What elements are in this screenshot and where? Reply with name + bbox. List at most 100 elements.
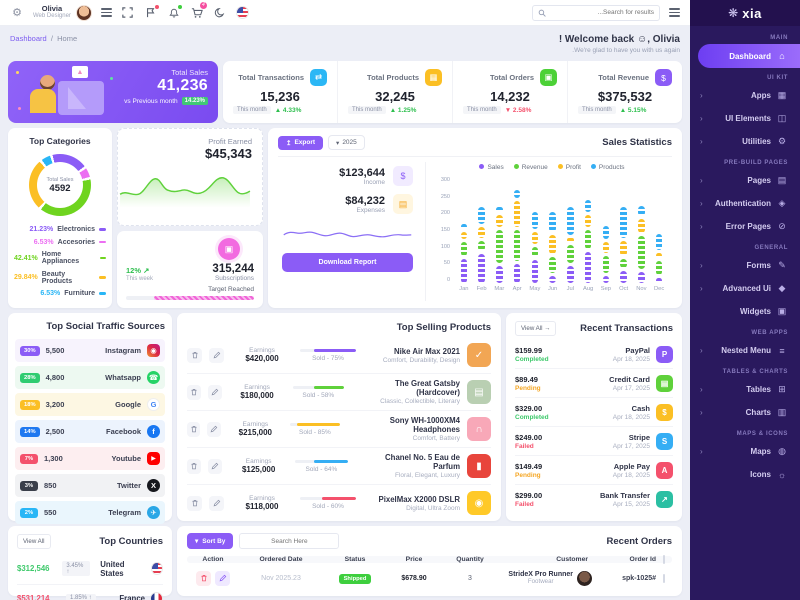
sidebar-section-header: UI KIT: [767, 75, 788, 81]
legend-dot-icon: [557, 164, 563, 169]
sidebar-item-tables[interactable]: › Tables ⊞: [690, 378, 800, 401]
menu-icon[interactable]: [100, 8, 112, 17]
delete-icon[interactable]: [187, 458, 202, 474]
sidebar-item-forms[interactable]: › Forms ✎: [690, 254, 800, 277]
sidebar-item-authentication[interactable]: › Authentication ◈: [690, 192, 800, 215]
search-box: [532, 4, 660, 21]
sidebar-item-advanced-ui[interactable]: › Advanced Ui ◆: [690, 277, 800, 300]
delete-icon[interactable]: [187, 495, 202, 511]
bar-column: [620, 177, 627, 283]
bar-column: [602, 177, 610, 283]
revenue-icon: $: [655, 69, 672, 86]
select-all-checkbox[interactable]: [663, 555, 665, 564]
orders-search-input[interactable]: [239, 533, 340, 549]
transactions-view-all-button[interactable]: View All →: [515, 321, 557, 336]
bell-icon[interactable]: [167, 4, 182, 20]
order-date: Nov 2025.23: [261, 574, 301, 582]
edit-icon[interactable]: [215, 570, 230, 586]
social-value: 1,300: [44, 454, 63, 463]
social-row-facebook[interactable]: 14% 2,500 Facebook f: [15, 420, 165, 443]
stat-card: Total Transactions ⇄ 15,236 This month ▲ 4.3…: [223, 61, 337, 123]
sidebar-item-icons[interactable]: Icons ☼: [690, 463, 800, 486]
sidebar-item-label: Authentication: [715, 199, 771, 208]
country-rows: $312,546 3.45% ↑ United States $531,214 1.85…: [17, 555, 163, 600]
transaction-method: Credit Card: [609, 374, 650, 384]
product-name: The Great Gatsby (Hardcover): [394, 379, 460, 397]
social-row-google[interactable]: 18% 3,200 Google G: [15, 393, 165, 416]
sidebar-item-label: Icons: [750, 470, 771, 479]
customer-name: StrideX Pro Runner: [508, 571, 573, 578]
edit-icon[interactable]: [209, 495, 224, 511]
social-row-twitter[interactable]: 3% 850 Twitter X: [15, 474, 165, 497]
sidebar-item-apps[interactable]: › Apps ▦: [690, 84, 800, 107]
edit-icon[interactable]: [207, 384, 222, 400]
countries-view-all-button[interactable]: View All: [17, 534, 51, 549]
year-select[interactable]: ▾ 2025: [328, 135, 365, 150]
fullscreen-icon[interactable]: [121, 6, 135, 20]
sort-by-button[interactable]: ▾ Sort By: [187, 533, 234, 549]
chevron-icon: ›: [700, 114, 703, 123]
flag-icon[interactable]: [144, 4, 159, 20]
sidebar-item-dashboard[interactable]: Dashboard ⌂: [698, 44, 800, 68]
avatar[interactable]: [75, 4, 92, 21]
social-row-youtube[interactable]: 7% 1,300 Youtube ▶: [15, 447, 165, 470]
sidebar-item-label: Apps: [751, 91, 771, 100]
sidebar-item-pages[interactable]: › Pages ▤: [690, 169, 800, 192]
bar-column: [513, 177, 521, 283]
social-row-telegram[interactable]: 2% 550 Telegram ✈: [15, 501, 165, 524]
sold-label: Sold - 58%: [302, 391, 335, 399]
country-row[interactable]: $531,214 1.85% ↑ France: [17, 584, 163, 600]
edit-icon[interactable]: [209, 347, 224, 363]
social-rows: 30% 5,500 Instagram ◉ 28% 4,800 Whatsapp ☎ 18% 3,…: [15, 339, 165, 524]
x-tick: Mar: [494, 286, 505, 292]
social-row-instagram[interactable]: 30% 5,500 Instagram ◉: [15, 339, 165, 362]
transaction-amount: $89.49: [515, 374, 538, 384]
edit-icon[interactable]: [208, 458, 223, 474]
y-tick: 200: [440, 210, 450, 217]
cart-icon[interactable]: 4: [190, 1, 207, 20]
sidebar-item-charts[interactable]: › Charts ▥: [690, 401, 800, 424]
download-report-button[interactable]: Download Report: [282, 253, 413, 272]
social-row-whatsapp[interactable]: 28% 4,800 Whatsapp ☎: [15, 366, 165, 389]
row-checkbox[interactable]: [663, 573, 665, 583]
dark-mode-icon[interactable]: [213, 6, 227, 20]
sidebar-item-ui-elements[interactable]: › UI Elements ◫: [690, 107, 800, 130]
bar-segment-profit: [655, 253, 663, 259]
sold-progress-bar: [294, 459, 348, 463]
delete-icon[interactable]: [187, 347, 202, 363]
bar-segment-products: [655, 233, 663, 251]
bar-segment-revenue: [602, 255, 610, 274]
social-label: Google: [115, 400, 141, 409]
delete-icon[interactable]: [187, 421, 201, 437]
stat-value: 14,232: [490, 89, 530, 104]
edit-icon[interactable]: [207, 421, 221, 437]
sidebar-brand[interactable]: ❋ xia: [690, 0, 800, 26]
stat-period: This month: [463, 106, 501, 114]
sidebar-item-widgets[interactable]: Widgets ▣: [690, 300, 800, 323]
google-icon: G: [147, 398, 160, 411]
country-name: France: [119, 593, 145, 600]
search-input[interactable]: [550, 9, 654, 16]
language-flag-icon[interactable]: [236, 6, 250, 20]
sidebar-item-nested-menu[interactable]: › Nested Menu ≡: [690, 339, 800, 362]
bar-segment-sales: [584, 251, 592, 283]
delete-icon[interactable]: [196, 570, 211, 586]
product-row: Earnings $180,000 Sold - 58% The Great Gats…: [187, 373, 491, 410]
country-row[interactable]: $312,546 3.45% ↑ United States: [17, 555, 163, 582]
sidebar-item-error-pages[interactable]: › Error Pages ⊘: [690, 215, 800, 238]
top-categories-card: Top Categories Total Sales 4592 21.23% El…: [8, 128, 112, 308]
sidebar-item-utilities[interactable]: › Utilities ⚙: [690, 130, 800, 153]
stat-cards: Total Transactions ⇄ 15,236 This month ▲ 4.3…: [223, 61, 682, 123]
bar-segment-sales: [478, 253, 485, 283]
topbar-hamburger-icon[interactable]: [669, 8, 680, 17]
user-block[interactable]: Olivia Web Designer: [33, 4, 92, 21]
sidebar-item-label: Nested Menu: [721, 346, 771, 355]
delete-icon[interactable]: [187, 384, 201, 400]
sidebar: ❋ xia MAIN Dashboard ⌂ UI KIT › Apps ▦ › UI Elem…: [690, 0, 800, 600]
export-button[interactable]: ↥ Export: [278, 135, 324, 150]
sidebar-item-maps[interactable]: › Maps ◍: [690, 440, 800, 463]
breadcrumb-dashboard[interactable]: Dashboard: [10, 34, 47, 43]
gear-icon[interactable]: ⚙: [12, 7, 22, 19]
product-row: Earnings $118,000 Sold - 60% PixelMax X2000…: [187, 484, 491, 521]
